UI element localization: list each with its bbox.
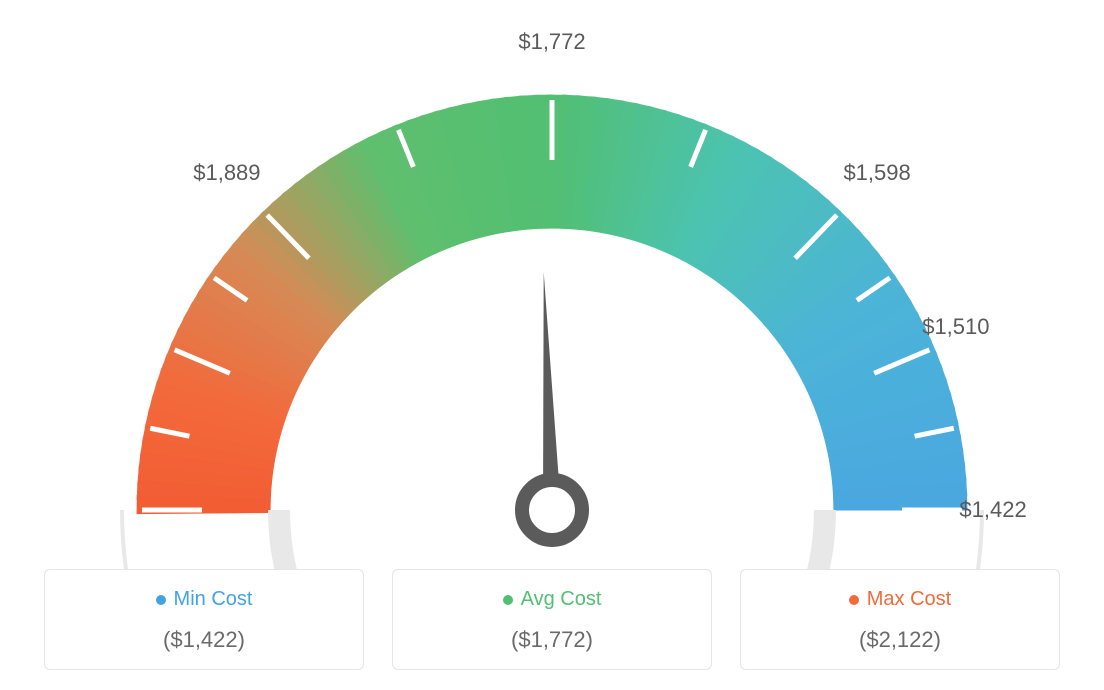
chart-container: $1,422 $1,510 $1,598 $1,772 $1,889 Min Cost … — [0, 0, 1104, 690]
gauge-svg — [92, 40, 1012, 570]
legend-label-avg: Avg Cost — [521, 588, 602, 611]
legend-dot-min — [156, 595, 166, 605]
legend-value-avg: ($1,772) — [403, 627, 701, 653]
gauge-tick-label: $1,598 — [843, 160, 910, 186]
legend-label-min: Min Cost — [174, 588, 253, 611]
gauge-tick-label: $1,772 — [518, 29, 585, 55]
gauge-tick-label: $1,510 — [922, 314, 989, 340]
legend-dot-max — [849, 595, 859, 605]
legend-value-min: ($1,422) — [55, 627, 353, 653]
gauge-tick-label: $1,889 — [193, 160, 260, 186]
legend-label-max: Max Cost — [867, 588, 951, 611]
gauge-chart: $1,422 $1,510 $1,598 $1,772 $1,889 — [0, 0, 1104, 545]
legend-card-min: Min Cost ($1,422) — [44, 569, 364, 670]
gauge-tick-label: $1,422 — [959, 497, 1026, 523]
legend-value-max: ($2,122) — [751, 627, 1049, 653]
legend-dot-avg — [503, 595, 513, 605]
legend-row: Min Cost ($1,422) Avg Cost ($1,772) Max … — [40, 569, 1064, 670]
legend-card-avg: Avg Cost ($1,772) — [392, 569, 712, 670]
legend-card-max: Max Cost ($2,122) — [740, 569, 1060, 670]
